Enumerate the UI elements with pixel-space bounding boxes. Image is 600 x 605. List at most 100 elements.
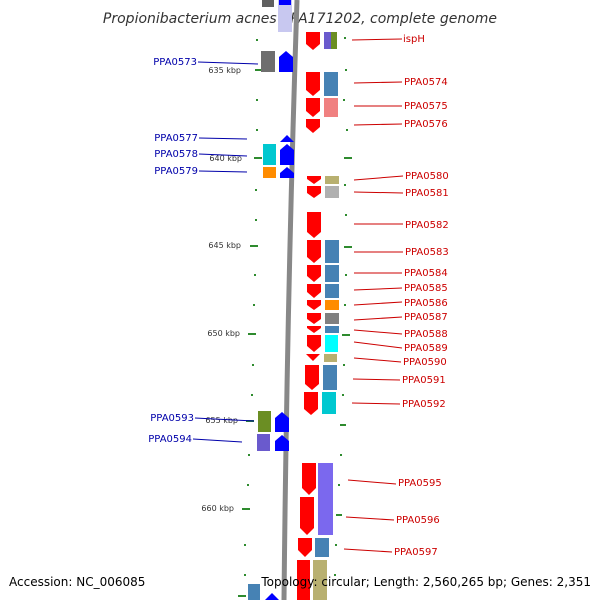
gene-arrow[interactable] <box>300 497 314 535</box>
gene-label-isph[interactable]: ispH <box>403 34 425 45</box>
gene-label-ppa0597[interactable]: PPA0597 <box>394 547 438 558</box>
kbp-label: 660 kbp <box>201 504 234 513</box>
gene-block[interactable] <box>324 98 338 117</box>
gene-arrow[interactable] <box>302 463 316 495</box>
topology-text: Topology: circular; Length: 2,560,265 bp… <box>260 575 591 589</box>
gene-arrow[interactable] <box>307 212 321 238</box>
map-title: Propionibacterium acnes KPA171202, compl… <box>103 11 497 27</box>
gene-label-ppa0587[interactable]: PPA0587 <box>404 312 448 323</box>
right-leader-lines <box>343 38 404 553</box>
gene-arrow[interactable] <box>307 326 321 333</box>
kbp-label: 635 kbp <box>208 66 241 75</box>
gene-arrow[interactable] <box>304 392 318 415</box>
gene-block[interactable] <box>325 284 339 298</box>
accession-text: Accession: NC_006085 <box>9 575 145 589</box>
gene-block[interactable] <box>261 51 275 72</box>
gene-block[interactable] <box>325 335 338 352</box>
gene-block[interactable] <box>325 265 339 282</box>
gene-arrow[interactable] <box>307 240 321 263</box>
gene-label-ppa0582[interactable]: PPA0582 <box>405 220 449 231</box>
gene-label-ppa0591[interactable]: PPA0591 <box>402 375 446 386</box>
left-leader-lines <box>192 61 259 443</box>
gene-block[interactable] <box>318 463 333 535</box>
right-strand-genes <box>297 32 339 600</box>
outer-ticks-right <box>334 37 352 576</box>
gene-block[interactable] <box>313 560 327 600</box>
kbp-label: 655 kbp <box>205 416 238 425</box>
gene-block[interactable] <box>258 411 271 432</box>
gene-arrow[interactable] <box>307 186 321 198</box>
gene-arrow[interactable] <box>279 0 291 5</box>
gene-block[interactable] <box>331 32 337 49</box>
outer-ticks-left <box>238 39 263 597</box>
gene-arrow[interactable] <box>298 538 312 557</box>
gene-block[interactable] <box>315 538 329 557</box>
gene-label-ppa0573[interactable]: PPA0573 <box>153 57 197 68</box>
gene-block[interactable] <box>278 0 292 32</box>
gene-block[interactable] <box>324 32 331 49</box>
gene-label-ppa0575[interactable]: PPA0575 <box>404 101 448 112</box>
gene-label-ppa0595[interactable]: PPA0595 <box>398 478 442 489</box>
gene-block[interactable] <box>325 313 339 324</box>
gene-label-ppa0588[interactable]: PPA0588 <box>404 329 448 340</box>
gene-arrow[interactable] <box>275 412 289 432</box>
gene-block[interactable] <box>325 240 339 263</box>
gene-arrow[interactable] <box>307 313 321 324</box>
gene-arrow[interactable] <box>265 593 279 600</box>
kbp-label: 645 kbp <box>208 241 241 250</box>
gene-label-ppa0593[interactable]: PPA0593 <box>150 413 194 424</box>
gene-block[interactable] <box>325 326 339 333</box>
gene-label-ppa0581[interactable]: PPA0581 <box>405 188 449 199</box>
kbp-label: 650 kbp <box>207 329 240 338</box>
gene-label-ppa0576[interactable]: PPA0576 <box>404 119 448 130</box>
gene-block[interactable] <box>325 176 339 184</box>
gene-arrow[interactable] <box>306 32 320 50</box>
gene-block[interactable] <box>263 167 276 178</box>
gene-arrow[interactable] <box>280 144 294 165</box>
gene-arrow[interactable] <box>306 119 320 133</box>
gene-label-ppa0579[interactable]: PPA0579 <box>154 166 198 177</box>
gene-arrow[interactable] <box>280 135 294 142</box>
gene-arrow[interactable] <box>279 51 293 72</box>
gene-block[interactable] <box>324 72 338 96</box>
gene-label-ppa0590[interactable]: PPA0590 <box>403 357 447 368</box>
gene-label-ppa0592[interactable]: PPA0592 <box>402 399 446 410</box>
gene-arrow[interactable] <box>307 265 321 282</box>
gene-arrow[interactable] <box>307 284 321 298</box>
gene-arrow[interactable] <box>297 560 310 600</box>
gene-label-ppa0585[interactable]: PPA0585 <box>404 283 448 294</box>
gene-block[interactable] <box>323 365 337 390</box>
gene-arrow[interactable] <box>306 72 320 96</box>
gene-label-ppa0596[interactable]: PPA0596 <box>396 515 440 526</box>
gene-arrow[interactable] <box>305 365 319 390</box>
gene-label-ppa0574[interactable]: PPA0574 <box>404 77 448 88</box>
gene-block[interactable] <box>262 0 274 7</box>
gene-block[interactable] <box>325 300 339 310</box>
gene-block[interactable] <box>248 584 260 600</box>
gene-block[interactable] <box>324 354 337 362</box>
gene-block[interactable] <box>257 434 270 451</box>
genome-backbone <box>281 0 300 601</box>
gene-block[interactable] <box>263 144 276 165</box>
gene-label-ppa0583[interactable]: PPA0583 <box>405 247 449 258</box>
gene-arrow[interactable] <box>280 167 294 178</box>
gene-block[interactable] <box>322 392 336 414</box>
gene-arrow[interactable] <box>306 98 320 117</box>
gene-block[interactable] <box>325 186 339 198</box>
gene-label-ppa0586[interactable]: PPA0586 <box>404 298 448 309</box>
gene-label-ppa0594[interactable]: PPA0594 <box>148 434 192 445</box>
gene-arrow[interactable] <box>307 335 321 352</box>
gene-arrow[interactable] <box>307 176 321 184</box>
left-strand-genes <box>248 0 294 600</box>
gene-arrow[interactable] <box>275 435 289 451</box>
gene-arrow[interactable] <box>307 300 321 310</box>
gene-arrow[interactable] <box>306 354 320 361</box>
gene-label-ppa0589[interactable]: PPA0589 <box>404 343 448 354</box>
gene-label-ppa0578[interactable]: PPA0578 <box>154 149 198 160</box>
kbp-label: 640 kbp <box>209 154 242 163</box>
gene-label-ppa0577[interactable]: PPA0577 <box>154 133 198 144</box>
gene-label-ppa0584[interactable]: PPA0584 <box>404 268 448 279</box>
gene-label-ppa0580[interactable]: PPA0580 <box>405 171 449 182</box>
